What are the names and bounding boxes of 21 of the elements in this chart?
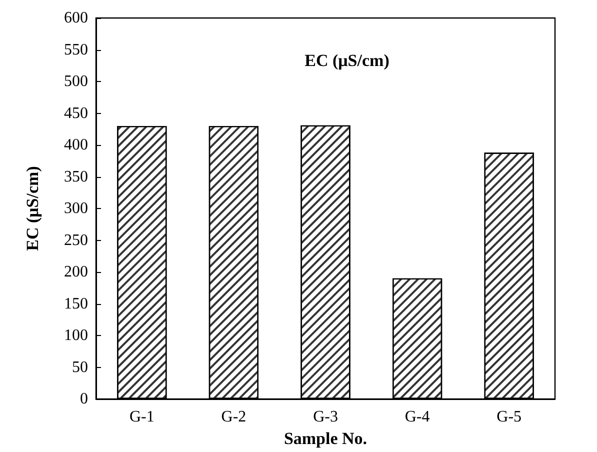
y-tick-label: 550 xyxy=(64,41,88,58)
text: EC (μS/cm) xyxy=(304,51,390,70)
y-tick-label: 200 xyxy=(64,264,88,280)
y-tick-label: 400 xyxy=(64,136,88,154)
x-tick-label: G-3 xyxy=(313,408,338,426)
x-tick-label: G-2 xyxy=(221,408,246,426)
y-axis-title: EC (μS/cm) xyxy=(23,166,42,251)
y-tick-label: 500 xyxy=(64,73,88,90)
y-tick-label: 0 xyxy=(80,390,88,408)
y-tick-label: 50 xyxy=(72,358,88,376)
x-tick-label: G-1 xyxy=(129,408,154,426)
x-tick-label: G-4 xyxy=(404,408,430,426)
x-tick-label: G-5 xyxy=(496,408,522,426)
y-tick-label: 250 xyxy=(64,232,88,249)
y-tick-label: 450 xyxy=(64,104,88,122)
y-tick-label: 150 xyxy=(64,295,88,312)
x-axis-title: Sample No. xyxy=(284,428,368,448)
y-tick-label: 100 xyxy=(64,327,88,344)
y-tick-label: 300 xyxy=(64,200,88,217)
y-tick-label: 600 xyxy=(64,10,88,26)
y-tick-label: 350 xyxy=(64,168,88,186)
